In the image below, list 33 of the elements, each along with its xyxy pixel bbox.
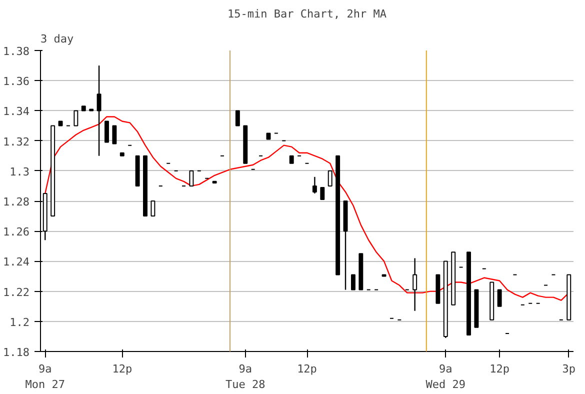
x-tick-label: 9a Wed 29 [426, 362, 466, 392]
x-tick-label: 12p [490, 362, 510, 376]
candlestick [96, 64, 102, 156]
y-tick-label: 1.22 [3, 286, 30, 299]
candlestick [189, 170, 194, 186]
y-tick-label: 1.34 [3, 105, 30, 118]
x-tick-label: 9a Tue 28 [226, 362, 266, 392]
y-tick-label: 1.38 [3, 45, 30, 58]
candlestick [412, 258, 418, 312]
candlestick [150, 200, 156, 217]
candlestick [328, 170, 332, 186]
y-tick-label: 1.2 [10, 316, 30, 329]
candlestick [112, 125, 117, 144]
candlestick [312, 176, 317, 194]
candlestick [497, 289, 502, 307]
y-tick-label: 1.18 [3, 346, 30, 359]
candlestick [235, 110, 240, 126]
candlestick [104, 120, 109, 143]
x-tick-label: 9a Mon 27 [25, 362, 66, 392]
candlestick [320, 186, 325, 200]
candlestick [350, 274, 356, 290]
y-tick-label: 1.32 [3, 135, 30, 148]
chart-subtitle: 15-min Bar Chart, 2hr MA [228, 8, 387, 20]
y-tick-label: 1.28 [3, 196, 30, 208]
y-tick-label: 1.3 [10, 165, 30, 178]
y-tick-label: 1.36 [3, 75, 30, 88]
chart-title: 3 day [40, 32, 74, 46]
x-tick-label: 12p [112, 362, 132, 376]
x-tick-label: 3p [562, 362, 576, 376]
candlestick [74, 110, 78, 126]
x-tick-label: 12p [297, 362, 317, 376]
y-tick-label: 1.26 [3, 226, 30, 239]
y-tick-label: 1.24 [3, 256, 30, 269]
